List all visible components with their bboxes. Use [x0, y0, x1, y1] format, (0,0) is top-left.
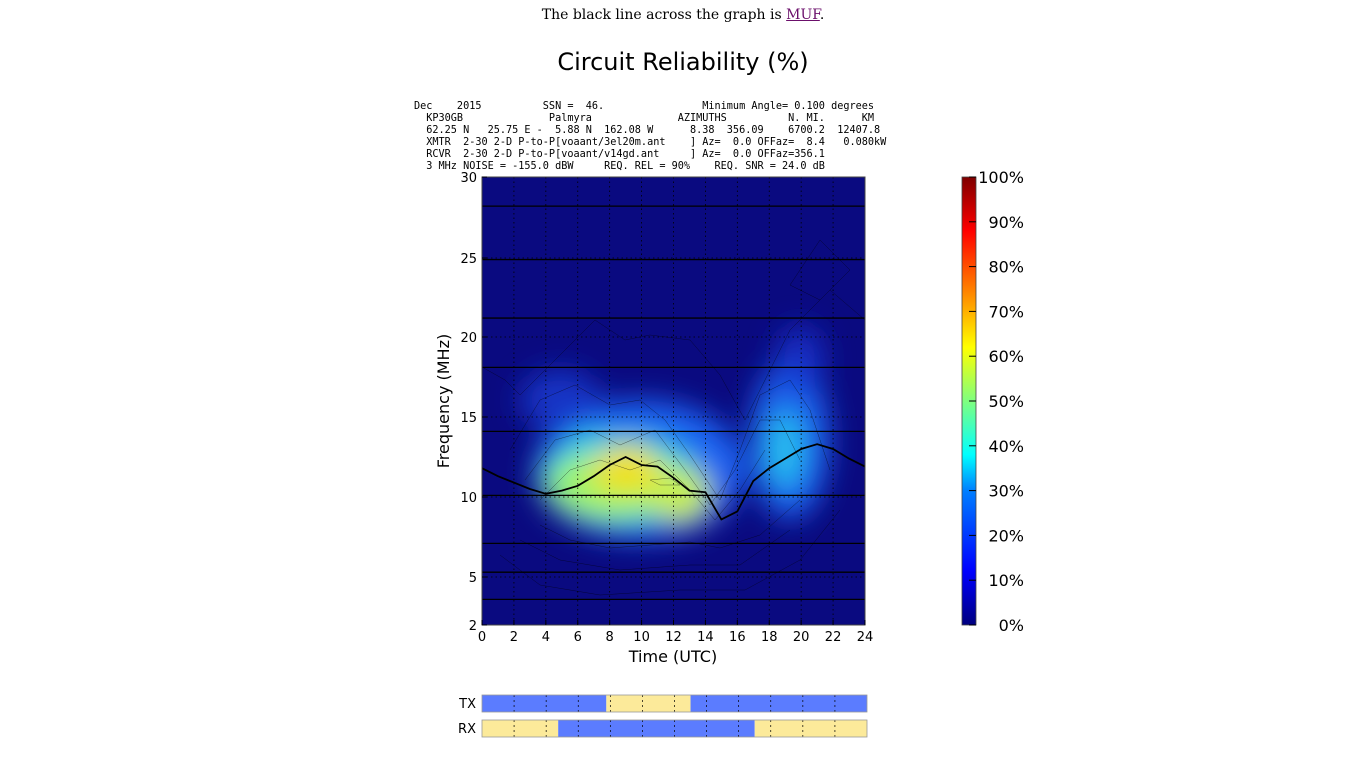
- colorbar-label: 100%: [978, 168, 1024, 187]
- header-line: RCVR 2-30 2-D P-to-P[voaant/v14gd.ant ] …: [414, 149, 825, 160]
- plot-area: [481, 176, 866, 626]
- muf-line: [481, 443, 866, 521]
- y-axis-label: Frequency (MHz): [434, 334, 453, 468]
- tx-rx-label: RX: [458, 722, 476, 737]
- x-tick-label: 18: [761, 630, 778, 645]
- y-tick-label: 30: [460, 171, 477, 186]
- muf-note-period: .: [819, 7, 825, 23]
- x-tick-label: 6: [574, 630, 582, 645]
- colorbar-label: 50%: [988, 392, 1024, 411]
- colorbar: 100% 90% 80% 70% 60% 50% 40% 30% 20% 10% 0%: [961, 168, 1024, 635]
- x-tick-label: 0: [478, 630, 486, 645]
- colorbar-label: 0%: [999, 616, 1024, 635]
- circuit-header: Dec 2015 SSN = 46. Minimum Angle= 0.100 …: [414, 101, 886, 173]
- colorbar-label: 60%: [988, 347, 1024, 366]
- tx-rx-bar-frame: [481, 694, 868, 713]
- chart-title: Circuit Reliability (%): [557, 48, 809, 76]
- muf-link[interactable]: MUF: [786, 7, 820, 23]
- tx-rx-segment: [690, 695, 867, 712]
- y-tick-label: 15: [460, 411, 477, 426]
- grid-lines: [482, 177, 865, 625]
- tx-rx-segment: [606, 695, 691, 712]
- colorbar-label: 40%: [988, 437, 1024, 456]
- x-tick-label: 2: [510, 630, 518, 645]
- tx-rx-segment: [754, 720, 867, 737]
- colorbar-label: 30%: [988, 482, 1024, 501]
- tx-rx-segment: [482, 720, 559, 737]
- colorbar-label: 70%: [988, 302, 1024, 321]
- y-tick-label: 5: [469, 571, 477, 586]
- x-axis-label: Time (UTC): [628, 647, 717, 666]
- contour-lines: [482, 239, 865, 596]
- tx-rx-label: TX: [458, 697, 476, 712]
- x-tick-label: 20: [793, 630, 810, 645]
- x-tick-label: 8: [606, 630, 614, 645]
- header-line: 62.25 N 25.75 E - 5.88 N 162.08 W 8.38 3…: [414, 125, 881, 136]
- y-tick-label: 20: [460, 331, 477, 346]
- colorbar-label: 10%: [988, 571, 1024, 590]
- y-tick-label: 25: [460, 252, 477, 267]
- colorbar-label: 80%: [988, 258, 1024, 277]
- colorbar-label: 20%: [988, 526, 1024, 545]
- muf-note: The black line across the graph is MUF.: [0, 7, 1366, 23]
- y-tick-label: 2: [469, 619, 477, 634]
- header-line: XMTR 2-30 2-D P-to-P[voaant/3el20m.ant ]…: [414, 137, 887, 148]
- x-tick-label: 4: [542, 630, 550, 645]
- header-line: 3 MHz NOISE = -155.0 dBW REQ. REL = 90% …: [414, 161, 825, 172]
- tx-rx-segment: [558, 720, 755, 737]
- x-tick-label: 22: [825, 630, 842, 645]
- tx-rx-segment: [482, 695, 607, 712]
- header-line: Dec 2015 SSN = 46. Minimum Angle= 0.100 …: [414, 101, 875, 112]
- x-tick-label: 12: [665, 630, 682, 645]
- y-tick-label: 10: [460, 491, 477, 506]
- colorbar-label: 90%: [988, 213, 1024, 232]
- tx-rx-bars: TX RX: [458, 694, 868, 738]
- x-axis: 0 2 4 6 8 10 12 14 16 18 20 22 24: [478, 620, 873, 645]
- colorbar-labels: 100% 90% 80% 70% 60% 50% 40% 30% 20% 10% 0%: [969, 168, 1024, 635]
- muf-note-text: The black line across the graph is: [541, 7, 787, 23]
- x-tick-label: 24: [857, 630, 874, 645]
- x-tick-label: 10: [633, 630, 650, 645]
- x-tick-label: 16: [729, 630, 746, 645]
- x-tick-label: 14: [697, 630, 714, 645]
- header-line: KP30GB Palmyra AZIMUTHS N. MI. KM: [414, 113, 875, 124]
- tx-rx-bar-frame: [481, 719, 868, 738]
